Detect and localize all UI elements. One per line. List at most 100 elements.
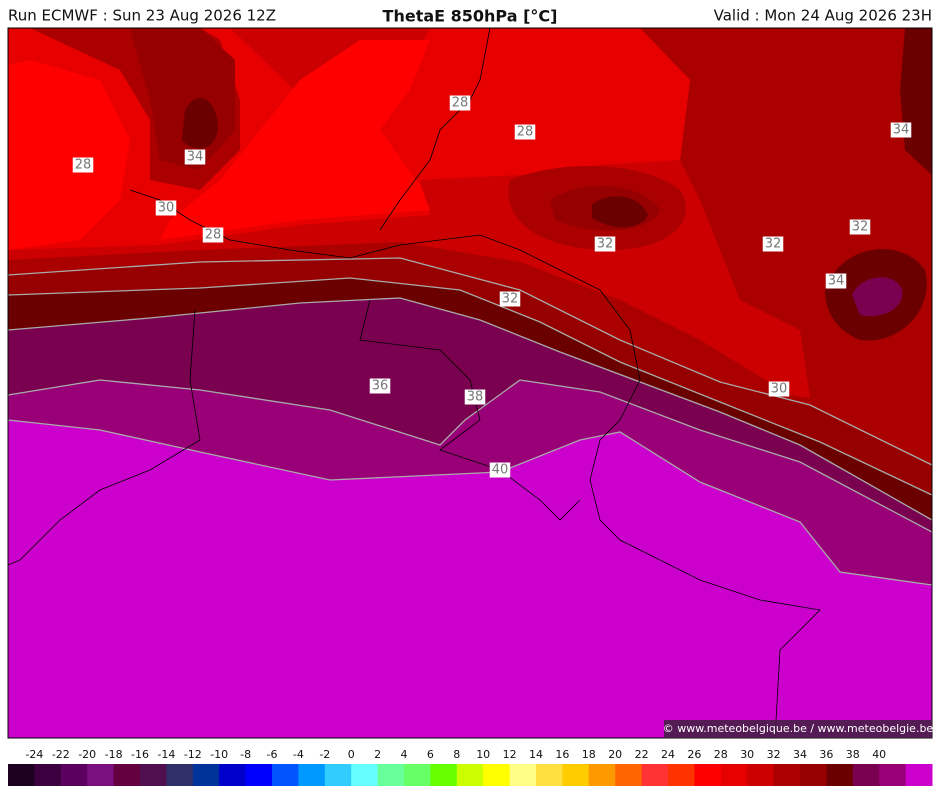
colorbar-tick-label: 0 xyxy=(348,748,355,761)
map-title: ThetaE 850hPa [°C] xyxy=(383,7,558,26)
contour-label: 40 xyxy=(492,463,509,478)
contour-label-box xyxy=(849,219,871,235)
colorbar-swatch xyxy=(113,764,141,786)
contour-label: 32 xyxy=(852,220,869,235)
contour-label-box xyxy=(594,236,616,252)
colorbar-tick-label: 4 xyxy=(401,748,408,761)
contour-label: 32 xyxy=(502,292,519,307)
colorbar-tick-label: 36 xyxy=(819,748,833,761)
contour-label: 28 xyxy=(452,96,469,111)
colorbar-swatch xyxy=(852,764,880,786)
colorbar-swatch xyxy=(747,764,775,786)
colorbar-tick-label: 28 xyxy=(714,748,728,761)
colorbar-tick-label: 22 xyxy=(635,748,649,761)
colorbar-tick-label: 2 xyxy=(374,748,381,761)
colorbar-tick-label: -14 xyxy=(157,748,175,761)
contour-label-box xyxy=(890,122,912,138)
contour-label-box xyxy=(464,389,486,405)
colorbar-tick-label: 24 xyxy=(661,748,675,761)
colorbar-tick-label: 30 xyxy=(740,748,754,761)
colorbar-swatch xyxy=(140,764,167,786)
contour-label: 30 xyxy=(771,382,788,397)
colorbar-tick-label: 16 xyxy=(555,748,569,761)
colorbar-tick-label: -12 xyxy=(184,748,202,761)
colorbar-swatch xyxy=(298,764,326,786)
colorbar-swatch xyxy=(509,764,537,786)
contour-label: 38 xyxy=(467,390,484,405)
colorbar-tick-label: 40 xyxy=(872,748,886,761)
colorbar-tick-label: 12 xyxy=(503,748,517,761)
colorbar-tick-label: 6 xyxy=(427,748,434,761)
contour-label-box xyxy=(499,291,521,307)
colorbar-swatch xyxy=(245,764,273,786)
colorbar-tick-label: 20 xyxy=(608,748,622,761)
contour-label: 32 xyxy=(765,237,782,252)
colorbar-swatch xyxy=(800,764,827,786)
contour-label: 34 xyxy=(187,150,204,165)
colorbar-swatch xyxy=(219,764,247,786)
colorbar-tick-label: -8 xyxy=(240,748,251,761)
colorbar-tick-label: 38 xyxy=(846,748,860,761)
colorbar-tick-label: -16 xyxy=(131,748,149,761)
contour-label-box xyxy=(202,227,224,243)
colorbar-swatch xyxy=(272,764,299,786)
colorbar-tick-label: 8 xyxy=(453,748,460,761)
contour-label: 30 xyxy=(158,201,175,216)
colorbar-tick-label: -10 xyxy=(210,748,228,761)
colorbar-tick-label: 26 xyxy=(687,748,701,761)
colorbar-tick-label: 10 xyxy=(476,748,490,761)
contour-label: 28 xyxy=(75,158,92,173)
contour-label-box xyxy=(768,381,790,397)
contour-label-box xyxy=(489,462,511,478)
colorbar-swatch xyxy=(404,764,431,786)
colorbar: -24 -22 -20 -18 -16 -14 -12 -10 -8 -6 -4 -2 0 2 4 6 8 10 1… xyxy=(8,748,933,786)
run-info: Run ECMWF : Sun 23 Aug 2026 12Z xyxy=(8,7,276,25)
colorbar-swatch xyxy=(562,764,590,786)
colorbar-tick-label: 32 xyxy=(767,748,781,761)
contour-label-box xyxy=(369,378,391,394)
colorbar-tick-label: -4 xyxy=(293,748,304,761)
colorbar-tick-label: 34 xyxy=(793,748,807,761)
colorbar-swatch xyxy=(34,764,62,786)
colorbar-swatch xyxy=(8,764,35,786)
colorbar-swatch xyxy=(87,764,115,786)
colorbar-swatch xyxy=(694,764,722,786)
valid-info: Valid : Mon 24 Aug 2026 23H xyxy=(714,7,932,25)
colorbar-tick-label: -20 xyxy=(78,748,96,761)
contour-label-box xyxy=(514,124,536,140)
colorbar-tick-label: -24 xyxy=(25,748,43,761)
contour-label: 28 xyxy=(517,125,534,140)
colorbar-tick-label: -22 xyxy=(52,748,70,761)
contour-label: 34 xyxy=(828,274,845,289)
contour-label: 28 xyxy=(205,228,222,243)
credit: © www.meteobelgique.be / www.meteobelgie… xyxy=(663,722,934,735)
colorbar-swatch xyxy=(588,764,616,786)
colorbar-swatch xyxy=(324,764,352,786)
colorbar-swatch xyxy=(905,764,933,786)
colorbar-swatch xyxy=(773,764,801,786)
colorbar-swatch xyxy=(166,764,194,786)
contour-label-box xyxy=(762,236,784,252)
contour-label-box xyxy=(449,95,471,111)
contour-label-box xyxy=(155,200,177,216)
colorbar-swatch xyxy=(879,764,907,786)
contour-label-box xyxy=(184,149,206,165)
colorbar-swatch xyxy=(351,764,379,786)
colorbar-tick-label: 14 xyxy=(529,748,543,761)
colorbar-tick-label: -2 xyxy=(319,748,330,761)
colorbar-swatch xyxy=(430,764,458,786)
map: 28 28 28 34 30 28 32 32 32 34 34 32 30 3… xyxy=(7,27,934,739)
colorbar-swatch xyxy=(826,764,854,786)
colorbar-swatch xyxy=(720,764,748,786)
colorbar-tick-label: 18 xyxy=(582,748,596,761)
colorbar-swatch xyxy=(668,764,695,786)
colorbar-swatch xyxy=(483,764,511,786)
colorbar-tick-label: -18 xyxy=(105,748,123,761)
colorbar-swatch xyxy=(192,764,220,786)
colorbar-swatch xyxy=(60,764,88,786)
contour-label: 34 xyxy=(893,123,910,138)
contour-label: 36 xyxy=(372,379,389,394)
colorbar-swatch xyxy=(456,764,484,786)
contour-label-box xyxy=(825,273,847,289)
